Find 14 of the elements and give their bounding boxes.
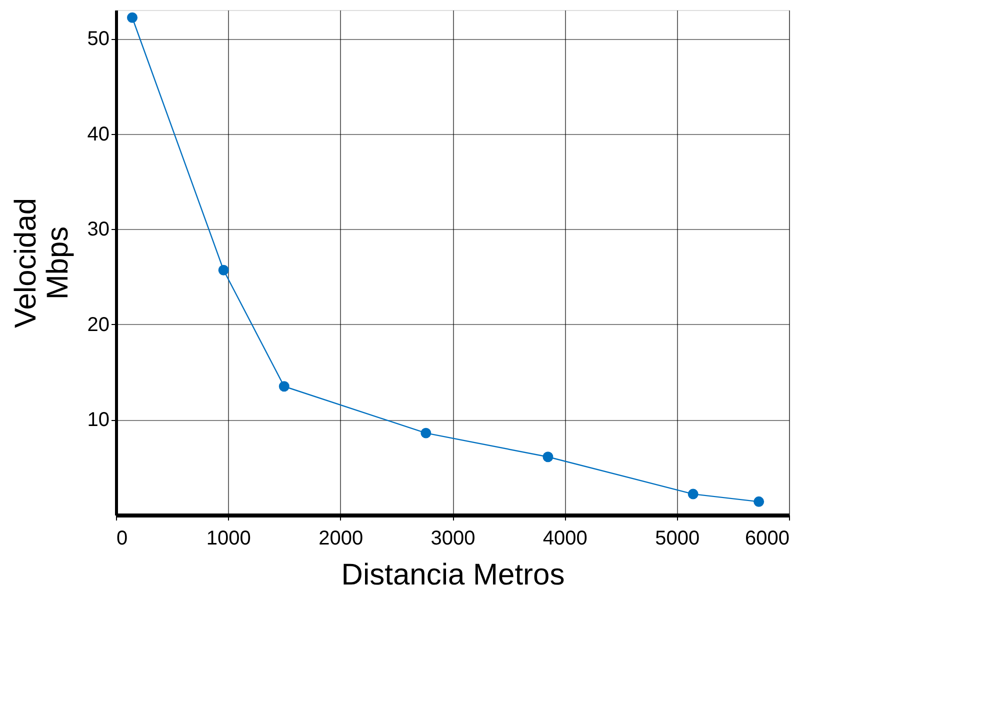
x-tick-label: 6000 xyxy=(745,528,790,550)
y-tick-label: 20 xyxy=(87,314,110,336)
y-tick-label: 10 xyxy=(87,409,110,432)
y-tick-label: 40 xyxy=(87,123,110,146)
y-tick-label: 30 xyxy=(87,218,110,241)
x-tick-label: 3000 xyxy=(430,528,476,550)
x-tick-label: 1000 xyxy=(206,528,251,550)
x-tick-label: 4000 xyxy=(542,528,588,550)
x-tick-label: 0 xyxy=(116,528,128,550)
y-tick-label: 50 xyxy=(87,28,110,50)
x-tick-label: 2000 xyxy=(318,528,364,550)
x-axis-title: Distancia Metros xyxy=(341,558,565,592)
x-tick-label: 5000 xyxy=(655,528,700,550)
y-axis-title: Velocidad Mbps xyxy=(9,198,74,328)
